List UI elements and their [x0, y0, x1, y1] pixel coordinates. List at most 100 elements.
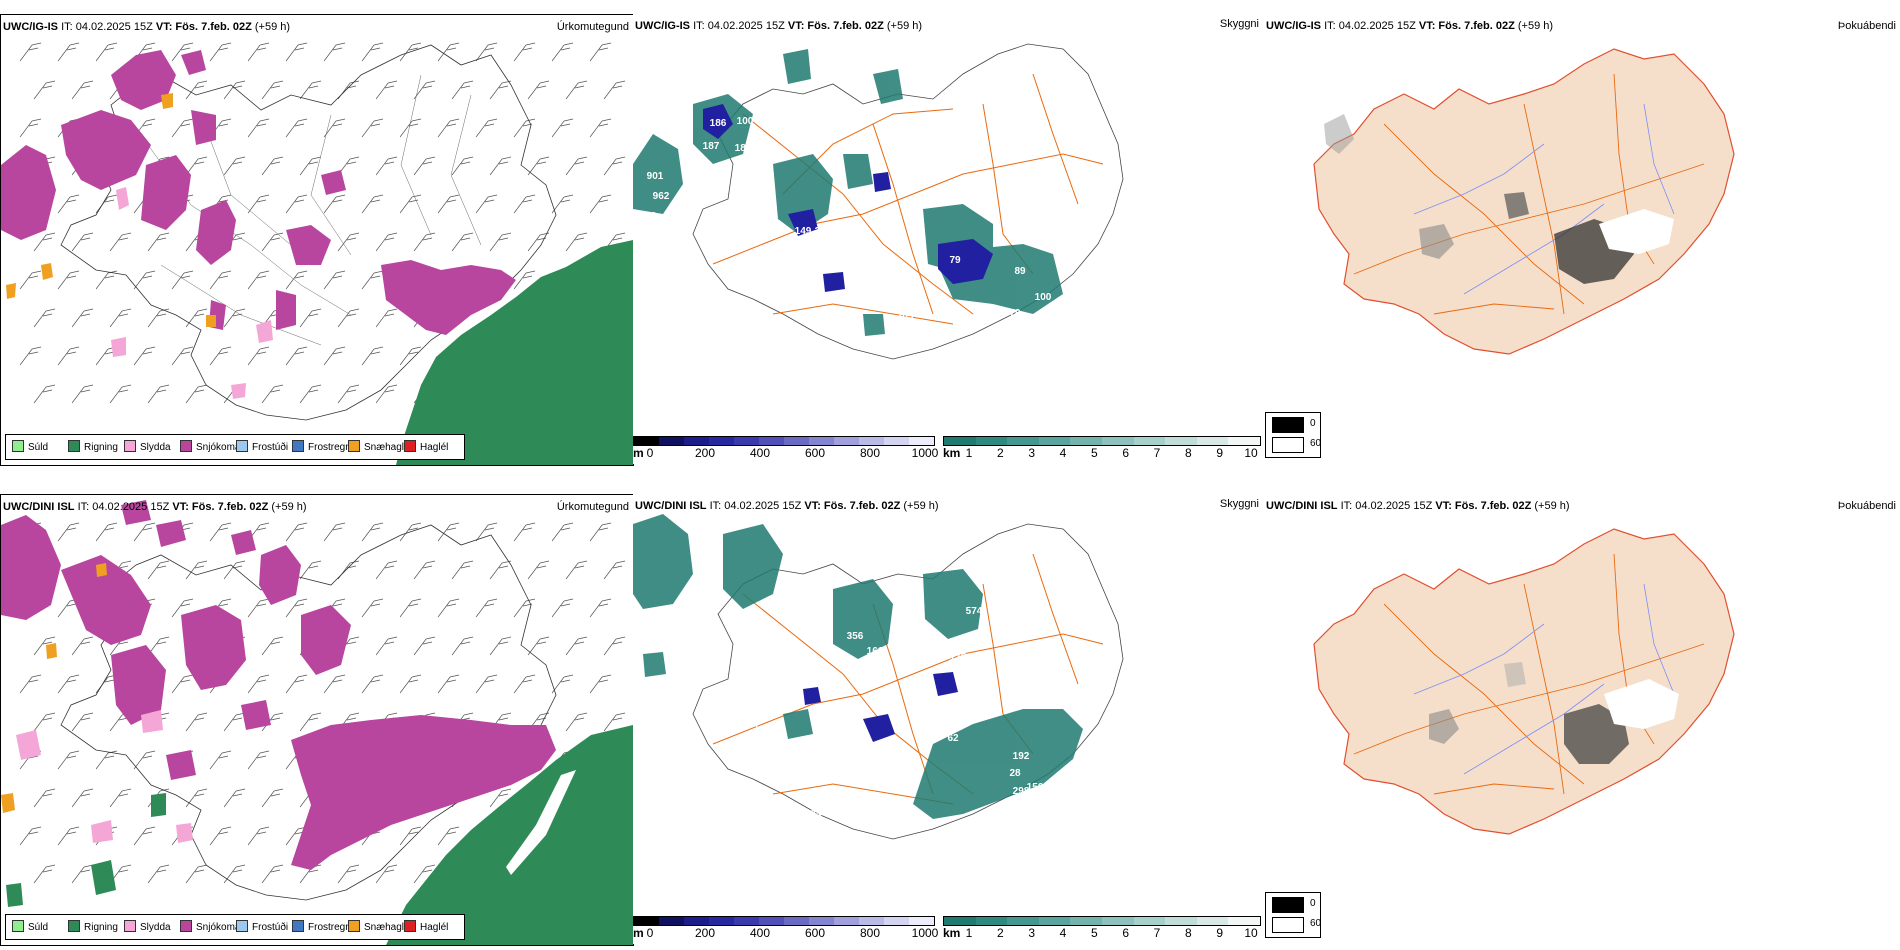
wind-barb [147, 384, 170, 404]
legend-item-rigning: Rigning [68, 440, 118, 453]
wind-barb [261, 156, 284, 176]
wind-barb [361, 674, 384, 694]
wind-barb [375, 156, 398, 176]
valid-time: VT: Fös. 7.feb. 02Z [804, 500, 901, 512]
land-outline [692, 43, 1124, 360]
legend-item-súld: Súld [12, 440, 48, 453]
wind-barb [261, 788, 284, 808]
colorbar-step [809, 917, 834, 925]
colorbar-step [759, 437, 784, 445]
colorbar-tick: 1000 [911, 926, 939, 940]
wind-barb [285, 194, 308, 214]
legend-item-haglél: Haglél [404, 920, 448, 933]
wind-barb [185, 560, 208, 580]
legend-item-frostregn: Frostregn [292, 440, 351, 453]
colorbar-step [734, 437, 759, 445]
colorbar-step [1133, 917, 1166, 925]
visibility-label: 901 [647, 171, 664, 182]
colorbar-step [759, 917, 784, 925]
wind-barb [375, 384, 398, 404]
colorbar-tick: 200 [694, 446, 716, 460]
colorbar-tick: 400 [749, 926, 771, 940]
legend-item-rigning: Rigning [68, 920, 118, 933]
legend-item-súld: Súld [12, 920, 48, 933]
legend-item-slydda: Slydda [124, 440, 171, 453]
wind-barb [185, 156, 208, 176]
wind-barb [261, 636, 284, 656]
colorbar-tick: 4 [1059, 446, 1067, 460]
visibility-label: 206 [755, 141, 772, 152]
visibility-label: 28 [1009, 768, 1021, 779]
colorbar-unit: m [633, 446, 644, 460]
wind-barb [71, 636, 94, 656]
wind-barb [147, 232, 170, 252]
wind-barb [551, 118, 574, 138]
wind-barb [437, 598, 460, 618]
colorbar-step [684, 437, 709, 445]
wind-barb [361, 522, 384, 542]
legend-label: Slydda [140, 922, 171, 933]
wind-barb [57, 194, 80, 214]
wind-barb [527, 156, 550, 176]
colorbar-ramp [943, 436, 1261, 446]
colorbar-tick: 5 [1090, 926, 1098, 940]
hail-areas [6, 93, 216, 327]
wind-barb [323, 270, 346, 290]
wind-barb [261, 232, 284, 252]
wind-barb [57, 826, 80, 846]
wind-barb [399, 826, 422, 846]
legend-swatch [68, 920, 80, 932]
visibility-label: 962 [653, 191, 670, 202]
colorbar-step [975, 917, 1008, 925]
legend-item-haglél: Haglél [404, 440, 448, 453]
rain-land-areas [6, 793, 166, 907]
visibility-label: 769 [893, 600, 910, 611]
wind-barb [223, 864, 246, 884]
colorbar-tick: 800 [859, 446, 881, 460]
wind-barb [551, 194, 574, 214]
wind-barb [299, 156, 322, 176]
cloud-base-height-colorbar: m 0 200 400 600 800 1000 [633, 916, 939, 944]
wind-barb [185, 384, 208, 404]
lead-time: (+59 h) [886, 20, 923, 32]
wind-barb [299, 560, 322, 580]
wind-barb [375, 560, 398, 580]
wind-barb [71, 80, 94, 100]
colorbar-tick: 2 [996, 926, 1004, 940]
wind-barb [361, 42, 384, 62]
rivers [1413, 103, 1675, 295]
wind-barb [527, 560, 550, 580]
visibility-label: 89 [1014, 266, 1026, 277]
lead-time: (+59 h) [903, 500, 939, 512]
model-name: UWC/IG-IS [3, 21, 58, 33]
wind-barb [185, 864, 208, 884]
colorbar-tick: 9 [1216, 926, 1223, 940]
legend-label: Frostregn [308, 442, 351, 453]
wind-barb [171, 674, 194, 694]
wind-barb [475, 194, 498, 214]
wind-barb [171, 118, 194, 138]
colorbar-tick: 600 [804, 926, 826, 940]
colorbar-tick: 6 [1122, 926, 1129, 940]
legend-item-slydda: Slydda [124, 920, 171, 933]
wind-barb [95, 522, 118, 542]
visibility-label: 186 [710, 118, 727, 129]
colorbar-tick: 8 [1184, 446, 1192, 460]
rain-area [396, 240, 633, 465]
wind-barb [565, 232, 588, 252]
colorbar-tick: 8 [1184, 926, 1192, 940]
visibility-label: 79 [1009, 308, 1021, 319]
legend-swatch [68, 440, 80, 452]
wind-barb [71, 788, 94, 808]
wind-barb [475, 522, 498, 542]
wind-barb [95, 42, 118, 62]
wind-barb [375, 232, 398, 252]
colorbar-step [809, 437, 834, 445]
visibility-label: 73 [883, 766, 895, 777]
init-time: IT: 04.02.2025 15Z [1324, 20, 1416, 32]
wind-barb [603, 636, 626, 656]
wind-barb [437, 826, 460, 846]
colorbar-step [884, 437, 909, 445]
